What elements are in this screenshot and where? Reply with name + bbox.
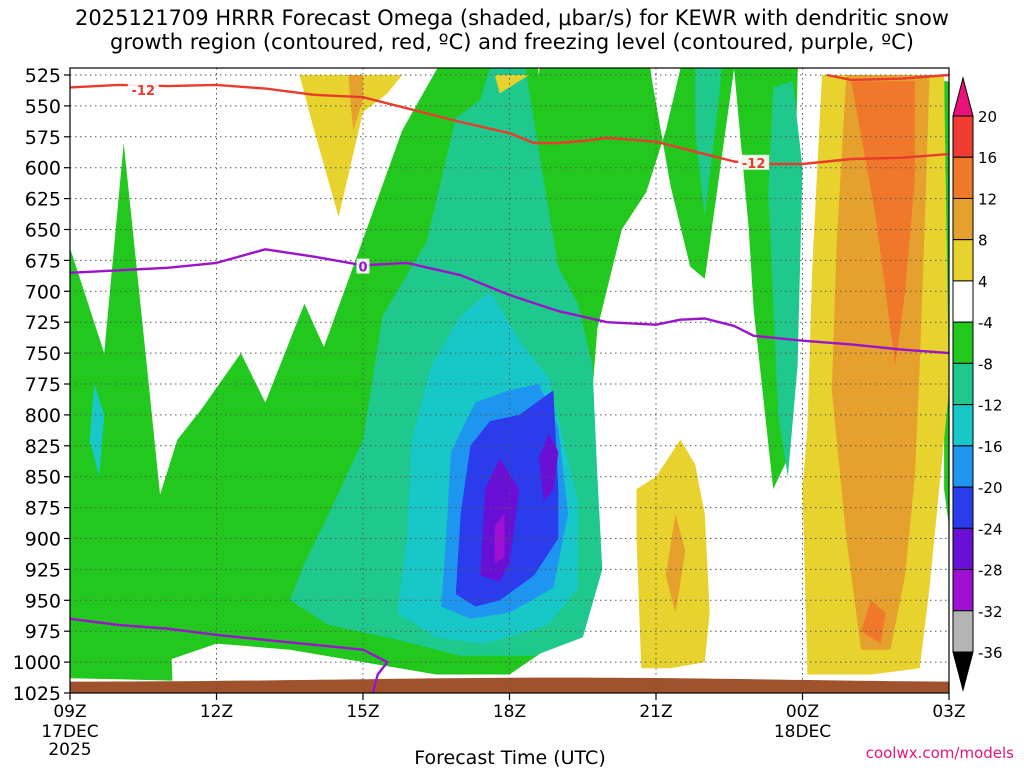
- legend-label: 16: [978, 149, 997, 167]
- legend-bin: [952, 404, 974, 447]
- omega-region-orange-12: [851, 81, 915, 366]
- y-tick-label: 950: [25, 590, 61, 612]
- x-tick-label: 12Z: [200, 702, 233, 722]
- contour-label-bg: [738, 154, 770, 170]
- chart-title-line2: growth region (contoured, red, ºC) and f…: [110, 30, 914, 54]
- legend-bin: [952, 115, 974, 158]
- omega-region-teal-8-east: [768, 81, 803, 477]
- omega-region-amber-8: [348, 75, 363, 131]
- y-tick-label: 975: [25, 621, 61, 643]
- omega-region-orange-12-low: [861, 600, 886, 644]
- x-tick-label: 21Z: [639, 702, 672, 722]
- legend-label: -12: [978, 397, 1003, 415]
- contour-freezing-level-low: [70, 617, 389, 693]
- x-tick-date: 18DEC: [774, 722, 831, 742]
- legend-label: 8: [978, 232, 988, 250]
- omega-shading-layer: [70, 68, 949, 681]
- y-tick-label: 600: [25, 158, 61, 180]
- legend-arrow-bottom: [952, 651, 974, 692]
- legend-arrow-top: [952, 76, 974, 117]
- legend-label: -20: [978, 479, 1003, 497]
- legend-bin: [952, 569, 974, 612]
- x-axis-title: Forecast Time (UTC): [414, 747, 605, 768]
- y-tick-label: 775: [25, 374, 61, 396]
- legend-label: -36: [978, 644, 1003, 662]
- y-tick-label: 700: [25, 281, 61, 303]
- y-tick-label: 925: [25, 559, 61, 581]
- legend-bin: [952, 156, 974, 199]
- x-tick-label: 09Z: [53, 702, 86, 722]
- legend-label: -16: [978, 438, 1003, 456]
- y-tick-label: 900: [25, 529, 61, 551]
- contour-label: 0: [358, 261, 367, 276]
- legend-label: -28: [978, 562, 1003, 580]
- legend-label: 20: [978, 108, 997, 126]
- x-tick-date: 17DEC: [41, 722, 98, 742]
- legend-bin: [952, 239, 974, 282]
- omega-region-cyan-12-east: [89, 384, 105, 477]
- y-tick-label: 625: [25, 189, 61, 211]
- surface-terrain-layer: [70, 677, 949, 693]
- legend-bin: [952, 610, 974, 653]
- legend-bin: [952, 527, 974, 571]
- legend-bin: [952, 280, 974, 323]
- chart-title: 2025121709 HRRR Forecast Omega (shaded, …: [0, 6, 1024, 54]
- x-tick-year: 2025: [48, 740, 91, 760]
- y-tick-label: 525: [25, 65, 61, 87]
- legend-bin: [952, 486, 974, 529]
- omega-region-green-west: [70, 143, 173, 681]
- y-tick-label: 1025: [13, 683, 61, 705]
- legend-label: 12: [978, 190, 997, 208]
- x-tick-label: 00Z: [786, 702, 819, 722]
- x-tick-label: 18Z: [493, 702, 526, 722]
- contour-label: -12: [132, 84, 156, 99]
- contour-dgz-minus-12-top-right: [826, 73, 949, 82]
- y-tick-label: 850: [25, 467, 61, 489]
- legend-bin: [952, 362, 974, 406]
- x-tick-label: 03Z: [932, 702, 965, 722]
- y-tick-label: 575: [25, 127, 61, 149]
- contour-label-bg: [356, 258, 370, 274]
- y-tick-label: 800: [25, 405, 61, 427]
- y-tick-label: 675: [25, 250, 61, 272]
- color-legend: 20 16 12 8 4 -4 -8 -12 -16 -20 -24 -28 -32 -36: [952, 76, 1003, 692]
- contour-freezing-level: [70, 248, 949, 355]
- contour-layer: -12 -12 0: [70, 73, 949, 693]
- contour-label-bg: [127, 81, 159, 97]
- y-tick-label: 650: [25, 220, 61, 242]
- legend-label: -4: [978, 314, 993, 332]
- legend-bin: [952, 321, 974, 364]
- y-tick-label: 875: [25, 498, 61, 520]
- y-tick-label: 1000: [13, 652, 61, 674]
- credit-text[interactable]: coolwx.com/models: [866, 744, 1014, 762]
- y-tick-label: 550: [25, 96, 61, 118]
- legend-label: -24: [978, 520, 1003, 538]
- legend-bin: [952, 197, 974, 241]
- x-tick-label: 15Z: [346, 702, 379, 722]
- surface-terrain: [70, 677, 949, 693]
- y-tick-label: 825: [25, 436, 61, 458]
- chart-title-line1: 2025121709 HRRR Forecast Omega (shaded, …: [75, 6, 949, 30]
- contour-label: -12: [742, 157, 766, 172]
- legend-label: -8: [978, 355, 993, 373]
- y-axis: 525 550 575 600 625 650 675 700 725 750 775 800 825 8…: [13, 65, 70, 705]
- omega-region-yellow-upper: [299, 75, 403, 218]
- omega-region-teal-8-upper: [695, 68, 722, 218]
- y-tick-label: 750: [25, 343, 61, 365]
- grid-layer: [70, 68, 949, 694]
- legend-label: 4: [978, 273, 988, 291]
- omega-region-purple-28: [494, 513, 505, 564]
- legend-label: -32: [978, 603, 1003, 621]
- omega-region-violet-24b: [538, 433, 559, 502]
- legend-bin: [952, 445, 974, 488]
- y-tick-label: 725: [25, 312, 61, 334]
- omega-region-yellow-top-right: [494, 75, 529, 94]
- contour-dgz-minus-12-top: [70, 83, 949, 166]
